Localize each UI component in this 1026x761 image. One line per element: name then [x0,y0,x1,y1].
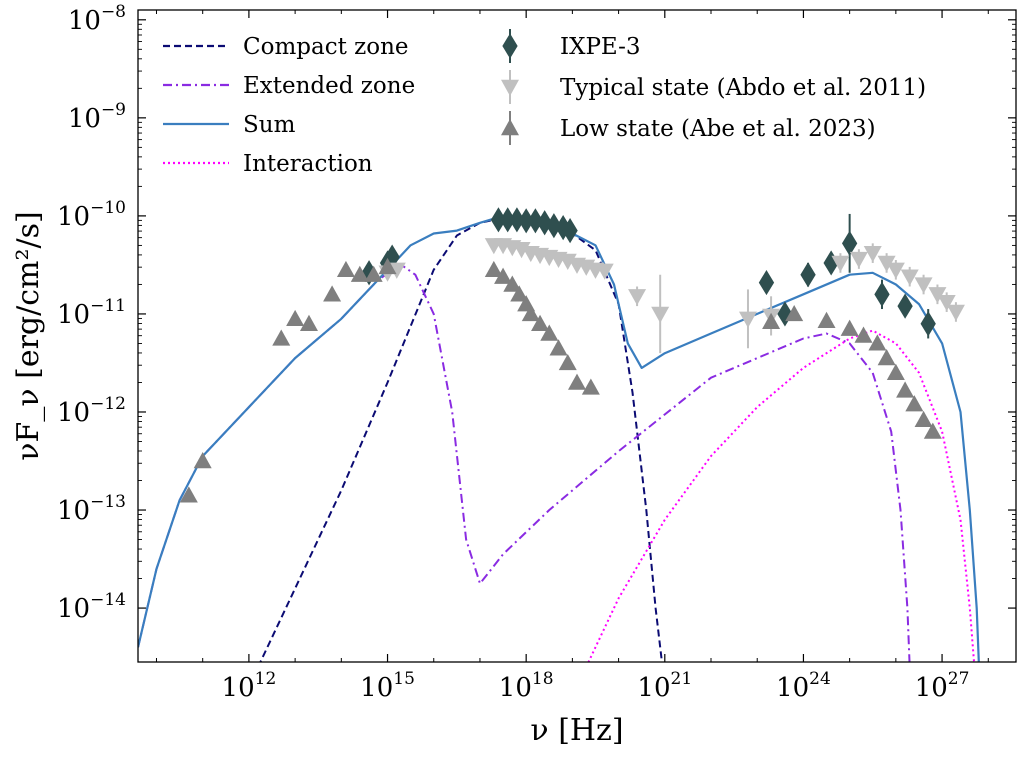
data-point [299,314,318,331]
data-point [868,334,887,351]
legend-label: Sum [243,112,296,138]
data-point [521,304,540,322]
data-point [920,311,936,337]
data-point [510,285,529,302]
data-point [568,373,586,390]
y-tick-label: 10−9 [68,100,126,134]
data-point [531,314,550,331]
data-point [914,410,933,428]
data-point [272,329,291,346]
data-point [494,267,513,284]
data-point [840,319,859,336]
x-axis-label: ν [Hz] [530,713,623,748]
x-tick-label: 1015 [360,669,415,703]
y-tick-label: 10−10 [57,198,126,232]
data-point [193,452,212,469]
x-tick-label: 1018 [499,669,554,703]
legend-swatch [501,79,519,96]
data-point [509,207,525,233]
data-point [831,255,850,272]
data-point [738,311,757,328]
legend-label: Compact zone [243,34,409,60]
legend-label: IXPE-3 [560,34,641,60]
y-tick-label: 10−11 [57,296,126,330]
data-point [484,260,503,278]
series-2 [138,214,980,662]
data-point [849,251,868,269]
data-point [336,260,355,278]
series-line [138,214,980,662]
data-point [937,294,956,312]
y-axis-label: νF_ν [erg/cm²/s] [11,211,46,460]
data-point [923,422,942,439]
data-point [384,244,400,270]
data-point [914,277,933,294]
data-point [490,207,507,233]
data-point [549,339,568,356]
data-point [897,293,913,319]
data-point [877,255,896,272]
legend: Compact zone Extended zone Sum Interaction I… [163,29,926,177]
data-point [874,281,890,307]
data-point [503,275,522,292]
legend-swatch [501,119,519,136]
data-point [378,257,397,275]
legend-label: Low state (Abe et al. 2023) [560,116,876,142]
y-tick-label: 10−12 [57,394,126,428]
data-point [928,287,947,304]
data-point [905,395,924,412]
data-point [540,324,559,341]
data-point [854,326,873,343]
data-point [350,265,369,282]
data-point [364,265,383,282]
data-point [841,230,858,256]
data-point [886,262,905,279]
data-point [500,207,516,233]
y-tick-label: 10−8 [68,2,126,36]
data-point [558,353,577,371]
data-point [896,381,915,398]
data-point [286,309,305,327]
series-layer [138,207,980,662]
data-point [562,218,578,244]
data-point [527,208,544,234]
data-point [651,306,670,323]
data-point [877,349,896,366]
x-tick-label: 1024 [776,669,831,703]
tick-layer: 1012 1015 1018 1021 1024 1027 10−8 10−9 10−10 10−… [57,2,1016,703]
series-4 [361,207,936,339]
data-point [946,304,965,321]
x-tick-label: 1021 [637,669,692,703]
data-point [581,378,600,395]
data-point [900,269,919,286]
data-point [628,289,647,306]
data-point [823,250,839,276]
legend-swatch [502,33,518,59]
data-point [800,262,816,288]
data-point [546,213,562,239]
series-6 [179,257,942,503]
y-tick-label: 10−13 [57,492,126,526]
data-point [785,304,804,322]
data-point [758,269,775,296]
data-point [323,285,342,302]
data-point [817,311,836,329]
x-tick-label: 1027 [915,669,970,703]
data-point [518,208,534,234]
x-tick-label: 1012 [222,669,277,703]
data-point [595,263,614,280]
legend-label: Typical state (Abdo et al. 2011) [560,75,926,101]
data-point [179,486,198,503]
data-point [886,363,905,380]
data-point [863,245,882,263]
y-tick-label: 10−14 [57,590,126,624]
data-point [762,312,781,329]
legend-label: Interaction [243,151,373,177]
legend-label: Extended zone [243,73,415,99]
